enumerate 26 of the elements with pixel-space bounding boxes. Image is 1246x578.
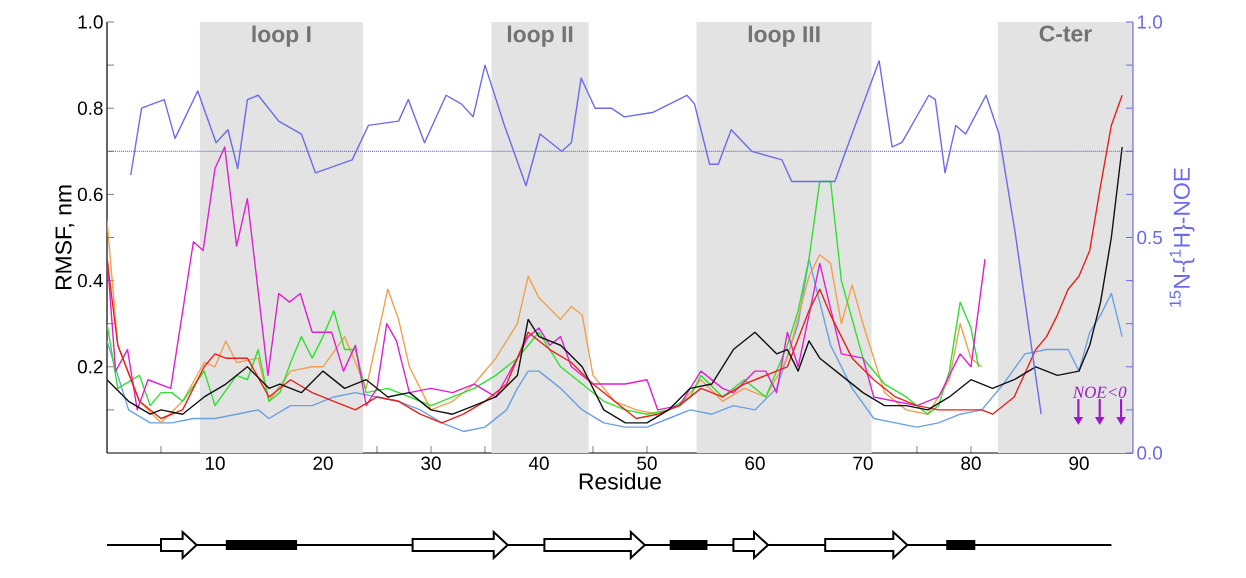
band-label: loop I bbox=[252, 25, 311, 47]
x-axis-title: Residue bbox=[579, 472, 661, 490]
y-tick-label: 1.0 bbox=[78, 15, 103, 29]
line-series bbox=[107, 219, 983, 424]
y2-tick-label: 0.5 bbox=[1137, 230, 1162, 245]
y2-tick-label: 1.0 bbox=[1137, 15, 1163, 29]
x-tick-label: 90 bbox=[1069, 456, 1089, 470]
y-tick-label: 0.8 bbox=[77, 101, 103, 115]
x-tick-label: 30 bbox=[421, 456, 441, 470]
x-tick-label: 60 bbox=[745, 456, 765, 470]
x-tick-label: 10 bbox=[205, 456, 225, 470]
x-tick-label: 40 bbox=[528, 456, 549, 470]
x-tick-label: 80 bbox=[961, 456, 981, 470]
y-tick-label: 0.2 bbox=[77, 360, 103, 374]
annotation: NOE<0 bbox=[1072, 386, 1127, 398]
y2-tick-label: 0.0 bbox=[1137, 446, 1163, 460]
y-axis-title: RMSF, nm bbox=[55, 185, 75, 290]
band-label: loop II bbox=[507, 25, 573, 47]
band-label: C-ter bbox=[1039, 25, 1092, 42]
x-tick-label: 20 bbox=[313, 456, 333, 470]
y2-axis-title: $^{15}$N-{$^{1}$H}-NOE bbox=[1169, 167, 1195, 307]
y-tick-label: 0.4 bbox=[77, 273, 103, 288]
x-tick-label: 50 bbox=[637, 456, 657, 470]
band-label: loop III bbox=[748, 25, 820, 47]
x-tick-label: 70 bbox=[853, 456, 873, 470]
y-tick-label: 0.6 bbox=[77, 187, 103, 202]
